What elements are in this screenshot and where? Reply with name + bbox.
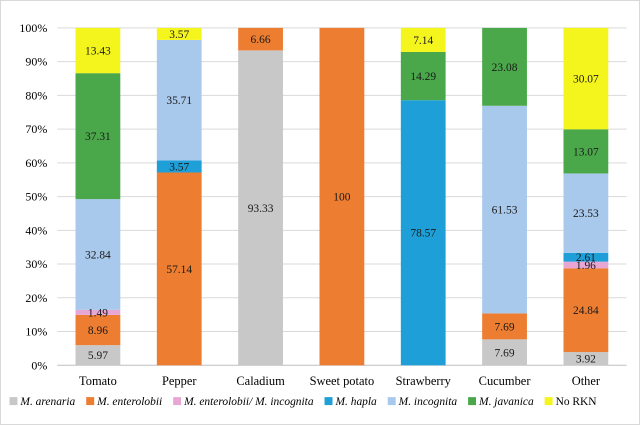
data-label: 14.29 <box>410 71 436 83</box>
bar-segment <box>75 199 121 310</box>
bar-segment <box>238 27 283 51</box>
data-label: 23.53 <box>573 208 599 220</box>
bar-segment <box>563 352 609 366</box>
data-label: 7.69 <box>495 321 515 333</box>
y-tick-label: 40% <box>25 223 47 237</box>
legend-label: M. javanica <box>478 396 534 408</box>
data-label: 3.57 <box>169 161 189 173</box>
bar-segment <box>156 27 202 40</box>
data-label: 13.07 <box>573 146 599 158</box>
bar-segment <box>563 252 609 262</box>
data-label: 93.33 <box>248 203 274 215</box>
data-label: 3.92 <box>576 354 596 366</box>
data-label: 57.14 <box>166 264 192 276</box>
y-tick-label: 30% <box>25 257 47 271</box>
y-tick-label: 80% <box>25 88 47 102</box>
y-tick-label: 20% <box>25 291 47 305</box>
data-label: 78.57 <box>410 228 436 240</box>
y-tick-label: 70% <box>25 122 47 136</box>
data-label: 24.84 <box>573 305 599 317</box>
data-label: 1.49 <box>88 307 108 319</box>
x-category-label: Cucumber <box>479 374 532 388</box>
data-label: 2.61 <box>576 252 596 264</box>
data-label: 61.53 <box>492 205 518 217</box>
bar-segment <box>75 309 121 315</box>
x-category-label: Tomato <box>79 374 117 388</box>
legend-swatch <box>387 397 396 406</box>
bar-segment <box>156 172 202 366</box>
x-category-label: Sweet potato <box>310 374 375 388</box>
legend-swatch <box>173 397 182 406</box>
y-tick-label: 0% <box>31 358 47 372</box>
data-label: 37.31 <box>85 131 111 143</box>
legend-label: M. hapla <box>334 396 377 408</box>
data-label: 1.96 <box>576 260 596 272</box>
bar-segment <box>75 314 121 346</box>
bar-segment <box>482 339 527 366</box>
x-axis-category-labels: Tomato Pepper Caladium Sweet potato Strawber… <box>79 374 601 388</box>
bar-segment <box>75 345 121 366</box>
bar-segment <box>400 51 446 101</box>
legend-label: M. enterolobii/ M. incognita <box>183 396 314 408</box>
y-axis-tick-labels: 0% 10% 20% 30% 40% 50% 60% 70% 80% 90% 100% <box>19 21 47 372</box>
data-label: 5.97 <box>88 350 108 362</box>
legend-swatch <box>324 397 333 406</box>
bar-segment <box>238 50 283 366</box>
x-category-label: Caladium <box>236 374 285 388</box>
data-labels: 5.97 8.96 1.49 32.84 37.31 13.43 57.14 3.57 35.7… <box>85 29 599 366</box>
bar-segment <box>563 27 609 130</box>
data-label: 100 <box>333 192 350 204</box>
legend-swatch <box>544 397 553 406</box>
bar-segment <box>563 129 609 174</box>
bar-segment <box>482 313 527 340</box>
legend-label: M. incognita <box>398 396 458 408</box>
data-label: 6.66 <box>251 34 271 46</box>
legend-swatch <box>86 397 95 406</box>
y-tick-label: 100% <box>19 21 47 35</box>
data-label: 7.14 <box>413 35 433 47</box>
bar-segment <box>400 27 446 52</box>
bar-segment <box>400 100 446 366</box>
bar-segment <box>319 27 365 366</box>
bar-segment <box>156 160 202 173</box>
data-label: 3.57 <box>169 29 189 41</box>
y-tick-label: 90% <box>25 55 47 69</box>
data-label: 8.96 <box>88 325 108 337</box>
x-category-label: Other <box>572 374 601 388</box>
data-label: 35.71 <box>166 95 192 107</box>
y-tick-label: 50% <box>25 190 47 204</box>
bar-segment <box>482 105 527 314</box>
legend: M. arenaria M. enterolobii M. enterolobii/… <box>9 396 597 408</box>
y-tick-label: 60% <box>25 156 47 170</box>
bar-segment <box>75 27 121 74</box>
legend-label: No RKN <box>556 396 597 408</box>
data-label: 7.69 <box>495 347 515 359</box>
y-tick-label: 10% <box>25 325 47 339</box>
legend-swatch <box>9 397 18 406</box>
data-label: 23.08 <box>492 62 518 74</box>
bar-segment <box>75 73 121 200</box>
bars <box>75 27 609 366</box>
data-label: 32.84 <box>85 249 111 261</box>
bar-segment <box>563 268 609 353</box>
bar-segment <box>156 39 202 161</box>
data-label: 30.07 <box>573 74 599 86</box>
bar-segment <box>482 27 527 106</box>
legend-label: M. enterolobii <box>96 396 162 408</box>
legend-label: M. arenaria <box>19 396 75 408</box>
x-category-label: Strawberry <box>396 374 452 388</box>
x-category-label: Pepper <box>162 374 197 388</box>
legend-swatch <box>468 397 477 406</box>
bar-segment <box>563 173 609 253</box>
data-label: 13.43 <box>85 46 111 58</box>
bar-segment <box>563 261 609 269</box>
